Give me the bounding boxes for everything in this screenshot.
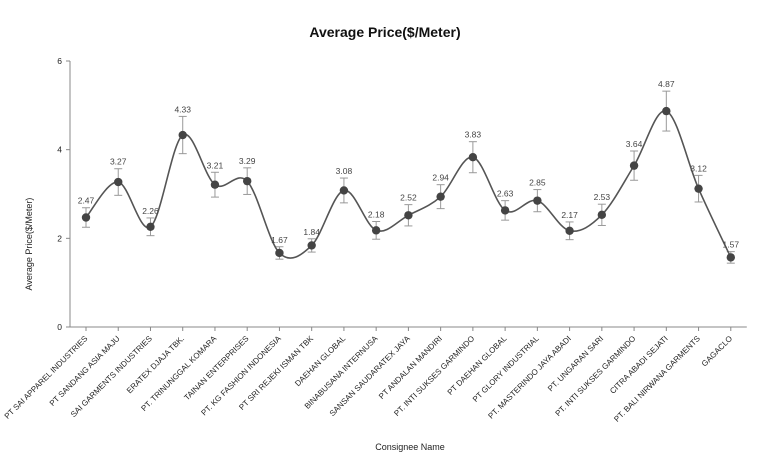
- data-label: 2.94: [432, 173, 449, 183]
- data-point: [146, 222, 155, 232]
- data-point: [371, 226, 381, 235]
- data-point: [662, 106, 671, 116]
- data-label: 3.29: [239, 156, 256, 166]
- x-tick-label: PT DAEHAN GLOBAL: [446, 334, 509, 397]
- chart-title: Average Price($/Meter): [309, 24, 460, 40]
- data-point: [210, 180, 220, 189]
- data-label: 3.64: [626, 139, 643, 149]
- data-label: 4.33: [174, 104, 191, 114]
- data-point: [468, 153, 478, 162]
- data-label: 3.83: [465, 130, 482, 140]
- data-label: 2.63: [497, 189, 514, 199]
- data-point: [339, 186, 349, 195]
- x-tick-label: TAINAN ENTERPRISES: [182, 334, 250, 402]
- y-tick-label: 2: [57, 233, 62, 243]
- data-label: 3.27: [110, 157, 127, 167]
- data-points: [81, 106, 735, 262]
- data-point: [500, 206, 510, 215]
- y-ticks: 0 2 4 6: [57, 56, 70, 332]
- data-labels: 2.47 3.27 2.26 4.33 3.21 3.29 1.67 1.84 3.08 2.18…: [78, 79, 740, 249]
- y-tick-label: 4: [57, 145, 62, 155]
- data-point: [114, 177, 123, 187]
- data-label: 1.84: [303, 227, 320, 237]
- data-point: [597, 210, 607, 220]
- x-tick-label: PT. UNGARAN SARI: [546, 334, 605, 393]
- data-label: 2.52: [400, 193, 417, 203]
- x-tick-label: GAGACLO: [700, 334, 734, 368]
- data-label: 3.08: [336, 166, 353, 176]
- data-point: [565, 226, 574, 235]
- y-axis-label: Average Price($/Meter): [24, 198, 34, 291]
- y-tick-label: 6: [57, 56, 62, 66]
- data-label: 1.67: [271, 235, 288, 245]
- data-point: [404, 211, 413, 220]
- data-point: [178, 130, 187, 140]
- data-label: 2.53: [594, 192, 611, 202]
- data-label: 2.85: [529, 178, 546, 188]
- data-point: [307, 241, 316, 250]
- x-tick-label: ERATEX DJAJA TBK.: [125, 334, 186, 395]
- data-label: 2.18: [368, 209, 385, 219]
- data-label: 2.47: [78, 196, 95, 206]
- error-bars: [82, 90, 735, 264]
- data-label: 2.17: [561, 210, 578, 220]
- x-tick-label: CITRA ABADI SEJATI: [608, 334, 670, 396]
- data-point: [81, 213, 91, 222]
- data-point: [533, 196, 542, 205]
- data-point: [243, 176, 252, 186]
- data-label: 2.26: [142, 206, 159, 216]
- x-tick-label: PT ANDALAN MANDIRI: [377, 334, 444, 401]
- data-point: [436, 192, 445, 201]
- y-tick-label: 0: [57, 322, 62, 332]
- data-point: [629, 161, 639, 170]
- x-axis-label: Consignee Name: [375, 442, 445, 452]
- data-label: 1.57: [723, 240, 740, 250]
- data-label: 4.87: [658, 79, 675, 89]
- data-point: [726, 253, 735, 262]
- data-point: [694, 184, 703, 193]
- data-label: 3.21: [207, 160, 224, 170]
- data-label: 3.12: [690, 163, 707, 173]
- data-point: [275, 248, 284, 258]
